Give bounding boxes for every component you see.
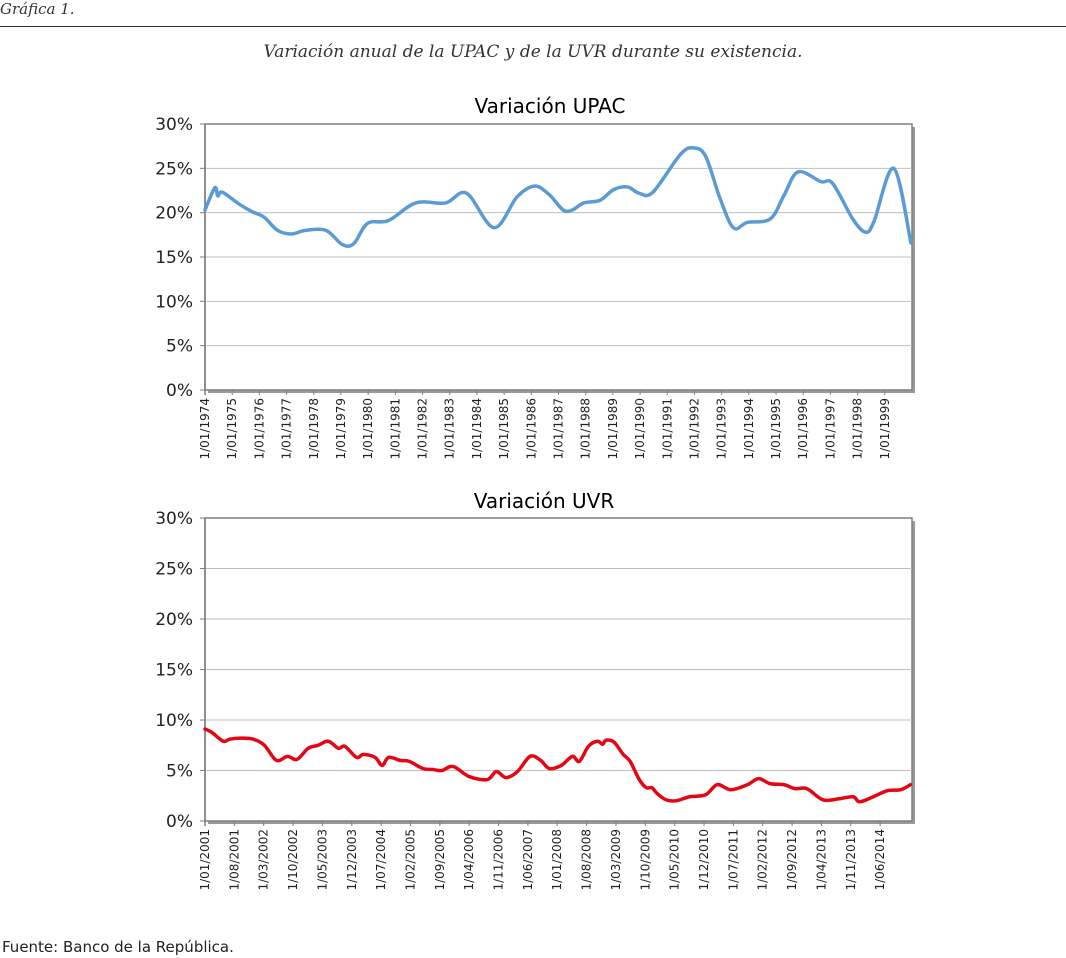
x-tick-label: 1/01/1975 (225, 398, 239, 460)
x-tick-label: 1/01/2001 (198, 829, 212, 891)
x-tick-label: 1/11/2013 (844, 829, 858, 891)
y-tick-label: 25% (155, 560, 193, 580)
x-tick-label: 1/10/2009 (638, 829, 652, 891)
x-tick-label: 1/11/2006 (492, 829, 506, 891)
chart-title: Variación UPAC (475, 94, 626, 118)
x-tick-label: 1/07/2004 (374, 829, 388, 891)
x-tick-label: 1/01/1993 (715, 398, 729, 460)
x-tick-label: 1/01/1987 (552, 398, 566, 460)
header-divider (0, 26, 1066, 27)
x-tick-label: 1/05/2003 (315, 829, 329, 891)
y-tick-label: 15% (155, 661, 193, 681)
x-tick-label: 1/09/2012 (785, 829, 799, 891)
y-tick-label: 5% (166, 337, 193, 357)
y-tick-label: 25% (155, 159, 193, 179)
x-tick-label: 1/01/1977 (280, 398, 294, 460)
x-tick-label: 1/06/2007 (521, 829, 535, 891)
x-tick-label: 1/01/1983 (443, 398, 457, 460)
uvr-chart: Variación UVR 0% 5% 10% 15% 20% 25% 30% 1/01/20… (155, 489, 915, 891)
x-tick-label: 1/03/2009 (609, 829, 623, 891)
x-tick-label: 1/01/1994 (742, 398, 756, 460)
x-tick-label: 1/01/1988 (579, 398, 593, 460)
x-tick-label: 1/01/1991 (660, 398, 674, 460)
y-tick-label: 15% (155, 248, 193, 268)
y-tick-label: 0% (166, 381, 193, 401)
chart-title: Variación UVR (474, 489, 615, 513)
x-tick-label: 1/01/1978 (307, 398, 321, 460)
series-line (203, 727, 913, 804)
figure-label: Gráfica 1. (0, 0, 75, 18)
x-tick-label: 1/01/1985 (497, 398, 511, 460)
x-tick-label: 1/07/2011 (726, 829, 740, 891)
x-tick-label: 1/01/1999 (878, 398, 892, 460)
y-tick-label: 5% (166, 762, 193, 782)
x-tick-label: 1/08/2001 (227, 829, 241, 891)
x-tick-label: 1/01/1992 (687, 398, 701, 460)
x-tick-label: 1/08/2008 (580, 829, 594, 891)
x-tick-label: 1/03/2002 (257, 829, 271, 891)
y-tick-label: 20% (155, 204, 193, 224)
x-tick-label: 1/01/1995 (769, 398, 783, 460)
x-tick-label: 1/01/1979 (334, 398, 348, 460)
y-tick-label: 20% (155, 610, 193, 630)
x-tick-label: 1/01/1990 (633, 398, 647, 460)
source-note: Fuente: Banco de la República. (2, 938, 234, 956)
x-tick-label: 1/01/1981 (388, 398, 402, 460)
x-tick-label: 1/01/1996 (796, 398, 810, 460)
x-tick-label: 1/05/2010 (668, 829, 682, 891)
y-tick-label: 10% (155, 711, 193, 731)
x-tick-label: 1/01/1976 (252, 398, 266, 460)
x-tick-label: 1/01/1997 (823, 398, 837, 460)
series-line (203, 145, 913, 249)
x-tick-label: 1/01/1998 (851, 398, 865, 460)
x-tick-label: 1/01/1986 (524, 398, 538, 460)
y-tick-label: 10% (155, 292, 193, 312)
x-tick-label: 1/01/1980 (361, 398, 375, 460)
y-tick-label: 0% (166, 812, 193, 832)
y-tick-label: 30% (155, 509, 193, 529)
x-tick-label: 1/04/2013 (814, 829, 828, 891)
x-tick-label: 1/01/1984 (470, 398, 484, 460)
x-tick-label: 1/09/2005 (433, 829, 447, 891)
figure-subtitle: Variación anual de la UPAC y de la UVR d… (263, 42, 803, 62)
x-tick-label: 1/10/2002 (286, 829, 300, 891)
x-tick-label: 1/12/2010 (697, 829, 711, 891)
x-tick-label: 1/01/2008 (550, 829, 564, 891)
x-tick-label: 1/12/2003 (345, 829, 359, 891)
x-tick-label: 1/06/2014 (873, 829, 887, 891)
y-tick-label: 30% (155, 115, 193, 135)
upac-chart: Variación UPAC 0% 5% 10% 15% 20% 25% 30% 1/01/1… (155, 94, 915, 460)
x-tick-label: 1/02/2012 (756, 829, 770, 891)
x-tick-label: 1/01/1982 (416, 398, 430, 460)
x-tick-label: 1/04/2006 (462, 829, 476, 891)
x-tick-label: 1/01/1989 (606, 398, 620, 460)
x-tick-label: 1/01/1974 (198, 398, 212, 460)
x-tick-label: 1/02/2005 (403, 829, 417, 891)
